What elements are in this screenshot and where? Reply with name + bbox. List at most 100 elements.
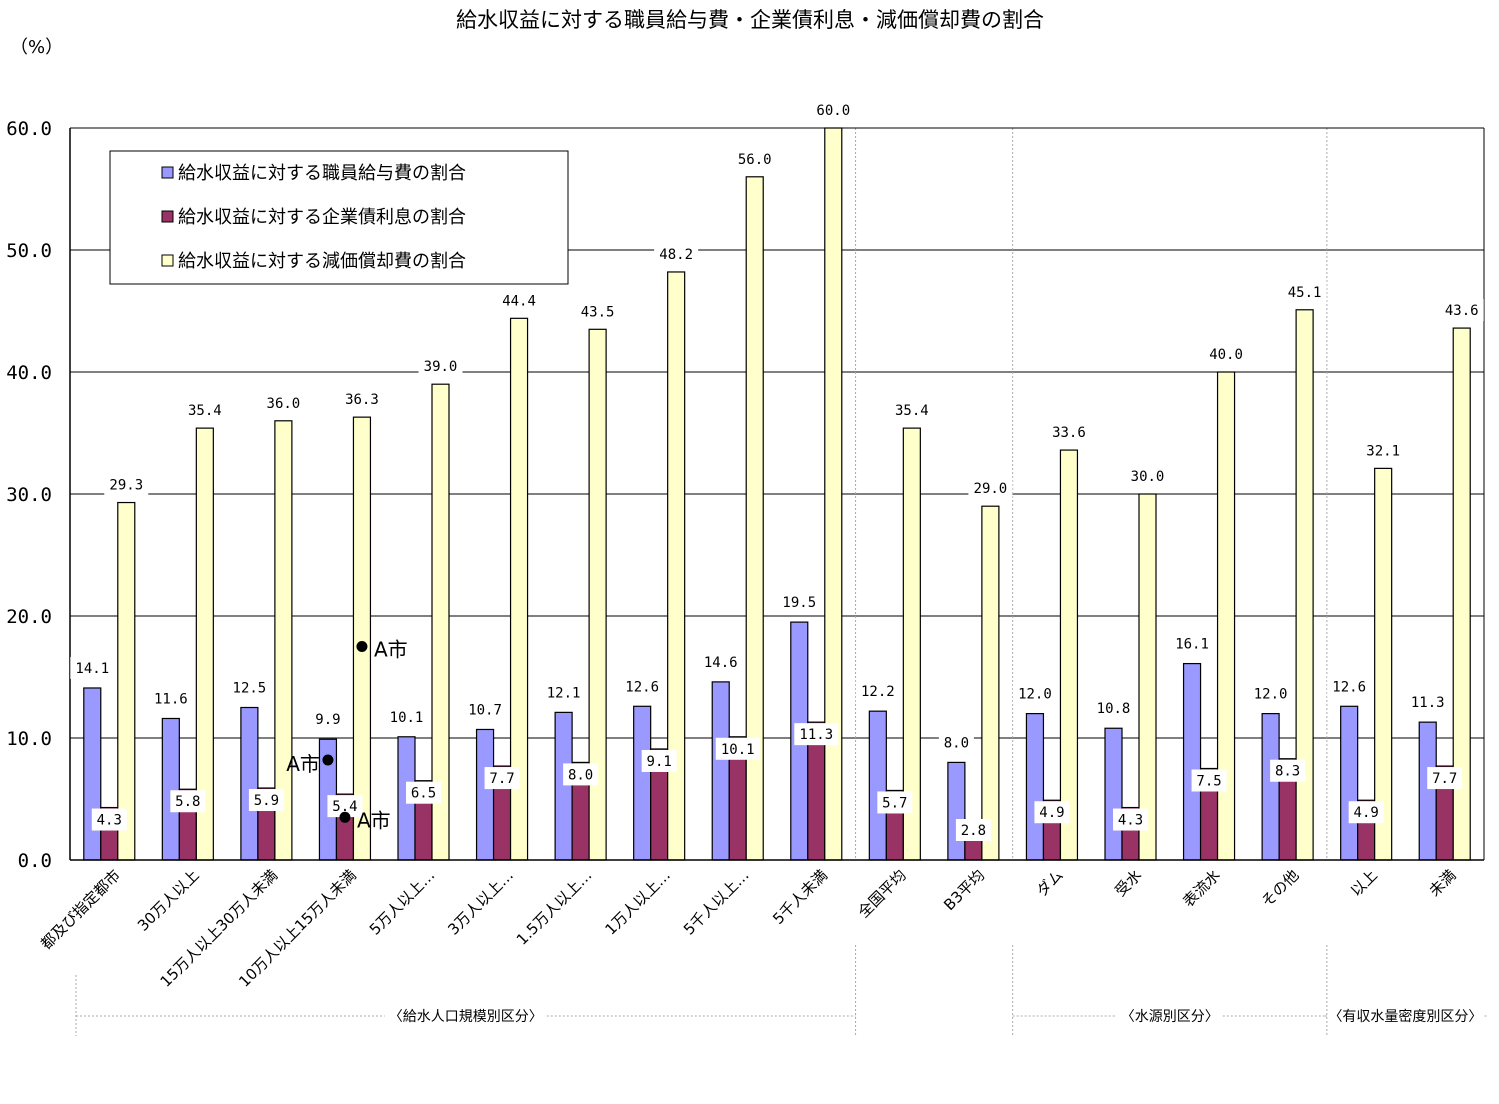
value-label-bg (406, 781, 441, 804)
value-label-bg (1348, 801, 1384, 824)
value-label-text: 5.9 (254, 793, 279, 809)
value-label-text: 11.3 (1411, 695, 1445, 711)
value-label-text: 5.8 (175, 794, 200, 810)
category-label: 表流水 (1179, 866, 1224, 911)
category-label: 受水 (1111, 866, 1145, 900)
value-label-bg (1439, 299, 1484, 322)
bar-s2-c12 (1059, 449, 1079, 861)
value-label-bg (563, 763, 599, 786)
value-label: 44.4 (497, 289, 542, 312)
bar-s0-c0 (83, 687, 102, 861)
value-label-bg (182, 399, 227, 422)
value-label-bg (968, 477, 1013, 500)
value-label: 7.7 (1427, 767, 1463, 790)
value-label-text: 32.1 (1366, 443, 1400, 459)
value-label: 7.7 (484, 767, 520, 790)
value-label-bg (855, 680, 900, 703)
value-label-text: 9.1 (647, 754, 672, 770)
bar-s0-c13 (1104, 727, 1123, 861)
annotations: A市 A市 A市 (286, 638, 407, 833)
bar-s2-c11 (981, 505, 1000, 861)
value-label: 14.1 (70, 656, 115, 679)
value-label-text: 12.1 (547, 685, 581, 701)
value-label-text: 12.5 (233, 681, 267, 697)
value-label: 29.0 (968, 477, 1013, 500)
y-tick-label: 0.0 (18, 850, 52, 872)
value-label: 8.0 (563, 763, 599, 786)
category-label: 1.5万人以上… (513, 866, 596, 949)
value-label-text: 11.3 (799, 727, 833, 743)
bar-s0-c6 (554, 711, 573, 861)
chart-title: 給水収益に対する職員給与費・企業債利息・減価償却費の割合 (456, 8, 1044, 32)
value-label-text: 35.4 (188, 403, 222, 419)
value-label: 4.9 (1034, 801, 1070, 824)
annotation: A市 (356, 638, 408, 662)
value-label-text: 8.0 (568, 767, 593, 783)
category-label: B3平均 (940, 866, 988, 914)
value-label: 10.8 (1091, 697, 1136, 720)
value-label: 60.0 (811, 99, 856, 121)
bar-s0-c8 (711, 681, 730, 861)
bar-s0-c10 (868, 710, 887, 861)
value-label: 29.3 (104, 473, 149, 496)
value-label: 6.5 (406, 781, 441, 804)
category-label: ダム (1033, 866, 1067, 900)
value-label-text: 43.5 (581, 304, 615, 320)
value-label-text: 56.0 (738, 152, 772, 168)
annotation-label: A市 (374, 638, 408, 662)
bar-s0-c12 (1025, 712, 1045, 861)
bars (83, 127, 1471, 861)
category-label: 以上 (1347, 866, 1381, 900)
value-label-bg (1091, 697, 1136, 720)
bar-s0-c2 (240, 706, 259, 861)
value-label-text: 19.5 (782, 595, 816, 611)
value-label-bg (620, 675, 665, 698)
value-label: 8.3 (1270, 759, 1306, 782)
value-label-text: 10.8 (1097, 701, 1131, 717)
value-label: 10.1 (715, 737, 760, 760)
bar-s0-c5 (475, 728, 495, 861)
value-label: 48.2 (654, 242, 699, 265)
value-label-bg (575, 300, 620, 323)
value-label: 43.6 (1439, 299, 1484, 322)
value-label-text: 12.6 (625, 679, 659, 695)
legend-swatch-2 (161, 254, 174, 267)
bar-s0-c15 (1261, 712, 1280, 861)
value-label: 11.6 (148, 687, 193, 710)
bar-s0-c16 (1340, 705, 1359, 861)
value-label: 30.0 (1125, 465, 1170, 487)
value-label-bg (1046, 421, 1091, 444)
value-label: 43.5 (575, 300, 620, 323)
value-label-bg (310, 708, 346, 731)
category-label: 3万人以上… (444, 866, 517, 939)
category-label: 5千人未満 (769, 866, 831, 928)
value-label-text: 11.6 (154, 691, 188, 707)
value-label-bg (811, 99, 856, 121)
value-label-text: 8.0 (944, 735, 969, 751)
annotation: A市 (286, 752, 334, 776)
value-label-bg (1405, 691, 1450, 714)
legend: 給水収益に対する職員給与費の割合給水収益に対する企業債利息の割合給水収益に対する… (109, 150, 569, 285)
value-label-text: 10.7 (468, 702, 502, 718)
value-label-bg (889, 399, 934, 422)
bar-s2-c3 (352, 416, 372, 861)
value-label-bg (1125, 465, 1170, 487)
value-label-text: 36.0 (267, 396, 301, 412)
value-label-text: 10.1 (721, 742, 755, 758)
value-label-bg (794, 723, 839, 746)
value-label-bg (654, 242, 699, 265)
value-label-text: 14.6 (704, 655, 738, 671)
value-label-text: 4.3 (97, 813, 122, 829)
annotation-marker (322, 754, 334, 766)
value-label-bg (777, 591, 822, 614)
annotation-label: A市 (357, 808, 391, 832)
value-label-bg (339, 388, 384, 411)
value-label-bg (641, 749, 677, 772)
y-tick-label: 60.0 (6, 118, 52, 140)
value-label-text: 12.0 (1254, 687, 1288, 703)
value-label-bg (1282, 280, 1327, 303)
value-label: 12.5 (227, 676, 272, 699)
value-label: 5.9 (248, 789, 284, 812)
y-tick-label: 40.0 (6, 362, 52, 384)
value-label-text: 39.0 (424, 359, 458, 375)
